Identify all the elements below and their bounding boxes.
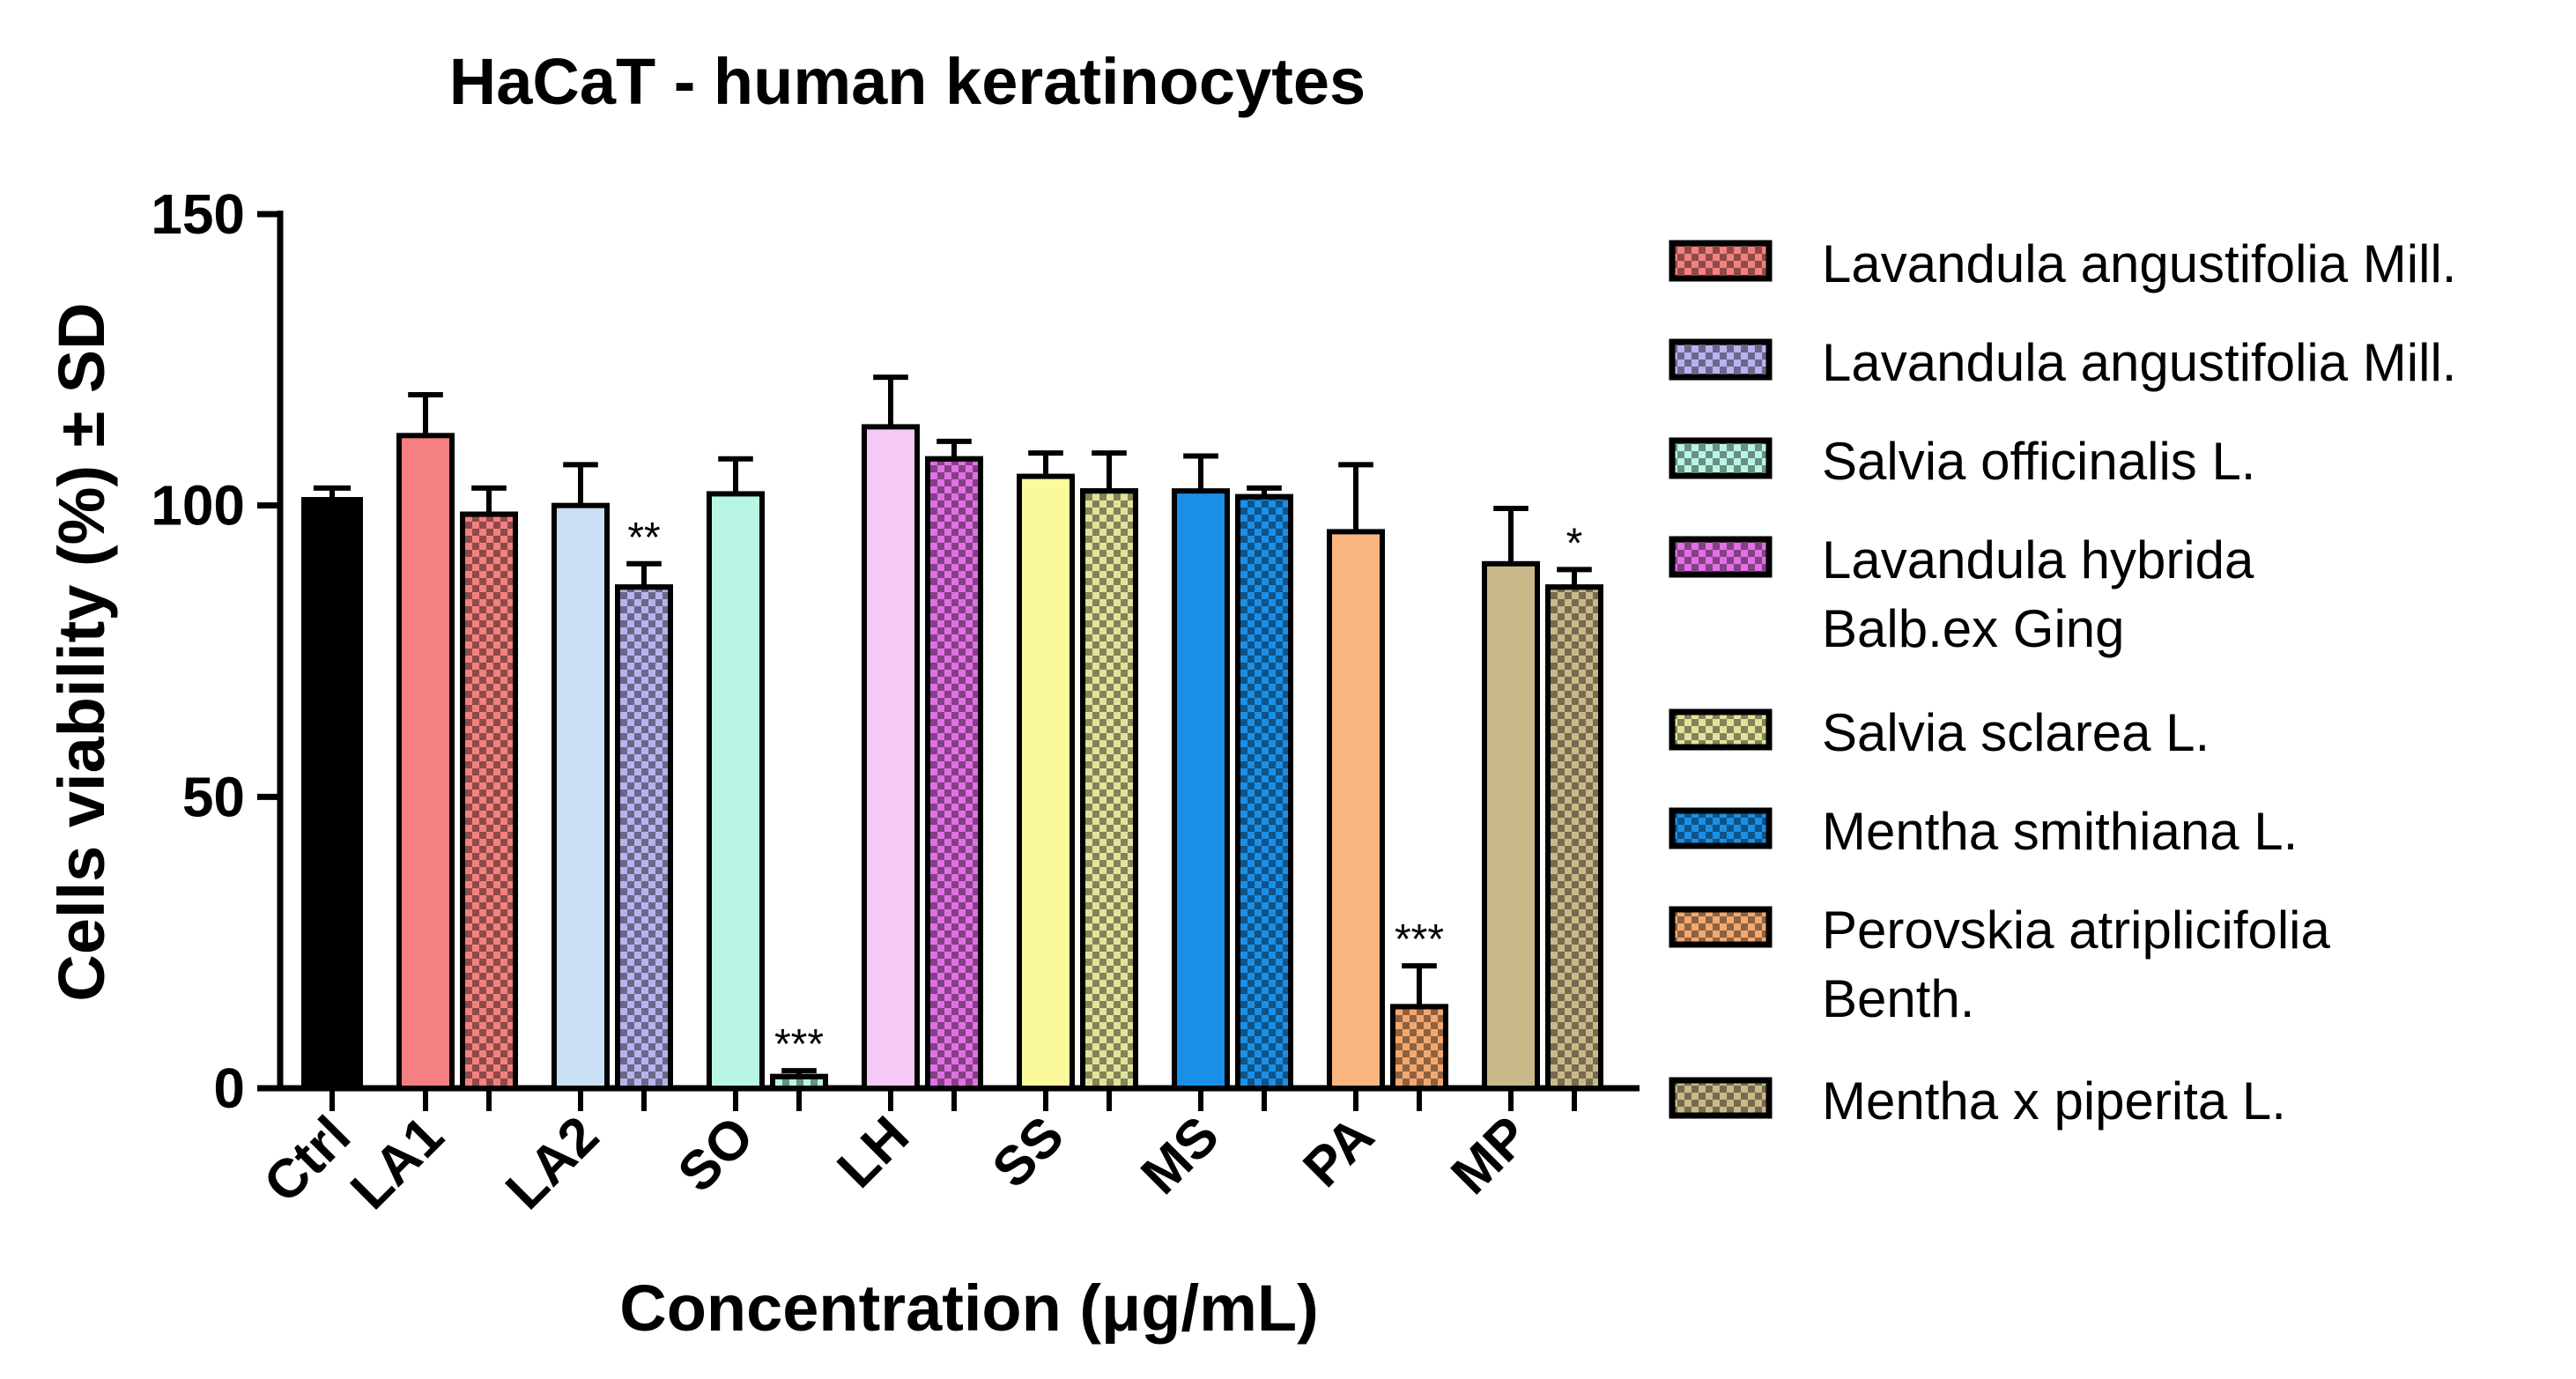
y-tick-label: 0	[213, 1056, 245, 1120]
category-label-ctrl: Ctrl	[253, 1105, 362, 1214]
bar-pattern	[1390, 1004, 1448, 1091]
bar-la2-solid	[551, 502, 610, 1091]
legend-label: Balb.ex Ging	[1822, 599, 2125, 658]
legend-label: Salvia officinalis L.	[1822, 432, 2255, 491]
legend: Lavandula angustifolia Mill. Lavandula an…	[1669, 234, 2456, 1131]
bar-pa-solid	[1327, 529, 1385, 1091]
bar-ctrl-solid	[301, 497, 363, 1091]
bar-pattern	[1545, 584, 1603, 1091]
legend-swatch-pattern	[1669, 536, 1773, 578]
y-axis-label: Cells viability (%) ± SD	[45, 302, 118, 1001]
bar-pattern	[770, 1073, 828, 1091]
legend-label: Benth.	[1822, 969, 1974, 1028]
legend-label: Mentha smithiana L.	[1822, 802, 2298, 861]
bar-pattern	[460, 511, 518, 1091]
category-label-lh: LH	[826, 1105, 921, 1199]
category-label-mp: MP	[1440, 1105, 1541, 1206]
chart-title: HaCaT - human keratinocytes	[449, 45, 1366, 118]
legend-label: Perovskia atriplicifolia	[1822, 901, 2331, 960]
category-label-pa: PA	[1292, 1105, 1385, 1198]
legend-swatch-pattern	[1669, 240, 1773, 282]
bar-so-solid	[707, 491, 765, 1091]
bar-pattern	[1080, 488, 1138, 1091]
legend-swatch-pattern	[1669, 437, 1773, 479]
x-axis-label: Concentration (μg/mL)	[619, 1271, 1318, 1345]
bar-ms-solid	[1172, 488, 1230, 1091]
bar-mp-solid	[1482, 560, 1540, 1091]
category-label-so: SO	[667, 1105, 766, 1204]
significance-label: *	[1566, 520, 1583, 567]
y-axis: 0 50 100 150	[151, 182, 284, 1120]
legend-swatch-pattern	[1669, 807, 1773, 849]
legend-swatch-pattern	[1669, 338, 1773, 381]
bar-la1-solid	[396, 433, 455, 1092]
category-label-la2: LA2	[494, 1105, 611, 1221]
legend-label: Lavandula hybrida	[1822, 530, 2254, 589]
bar-lh-solid	[862, 424, 920, 1091]
y-tick-label: 100	[151, 474, 245, 538]
legend-label: Lavandula angustifolia Mill.	[1822, 234, 2456, 293]
category-label-ms: MS	[1129, 1105, 1231, 1206]
category-label-ss: SS	[981, 1105, 1076, 1199]
category-label-la1: LA1	[339, 1105, 455, 1221]
bar-pattern	[925, 456, 983, 1091]
legend-label: Lavandula angustifolia Mill.	[1822, 333, 2456, 392]
bar-pattern	[1235, 493, 1293, 1091]
legend-swatch-pattern	[1669, 1077, 1773, 1119]
legend-label: Salvia sclarea L.	[1822, 703, 2210, 762]
legend-label: Mentha x piperita L.	[1822, 1071, 2286, 1131]
bar-pattern	[615, 584, 673, 1091]
legend-swatch-pattern	[1669, 708, 1773, 751]
bars: *********	[301, 374, 1603, 1092]
bar-ss-solid	[1017, 473, 1075, 1091]
y-tick-label: 150	[151, 182, 245, 246]
significance-label: **	[627, 515, 660, 561]
y-tick-label: 50	[182, 765, 245, 828]
significance-label: ***	[774, 1021, 824, 1068]
significance-label: ***	[1395, 916, 1444, 963]
legend-swatch-pattern	[1669, 906, 1773, 948]
